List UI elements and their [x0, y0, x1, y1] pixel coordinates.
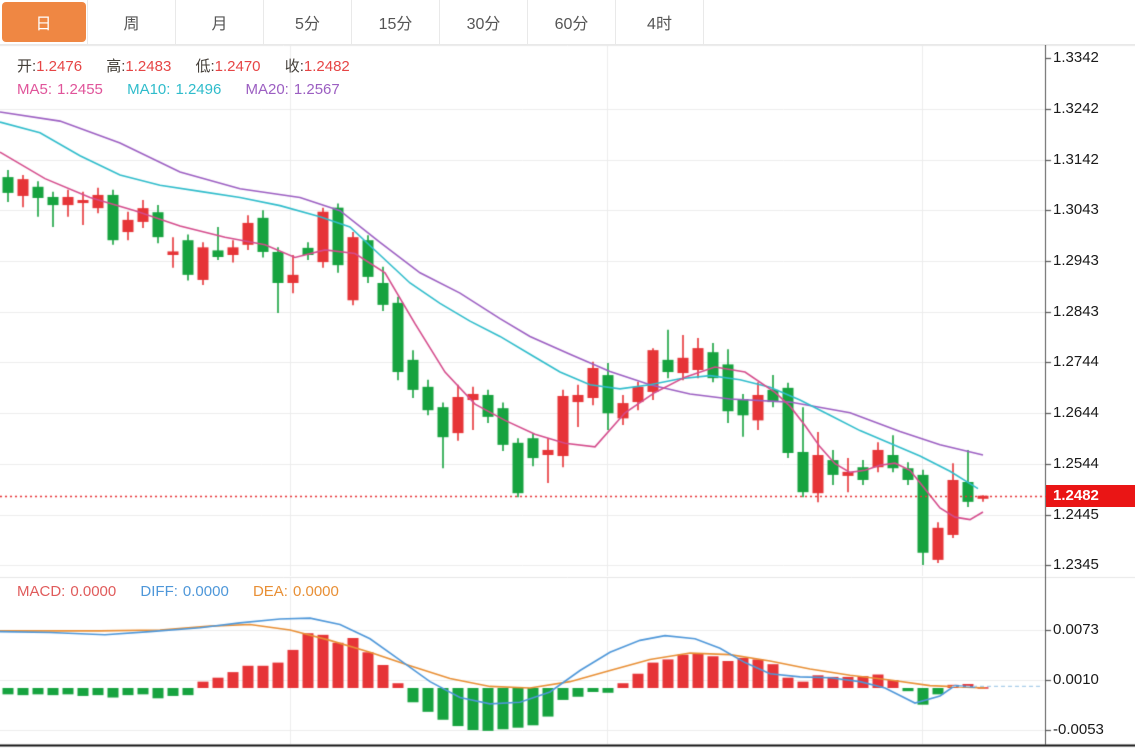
tab-day-label: 日: [1, 2, 86, 42]
tab-4hour-label: 4时: [647, 16, 672, 33]
tab-30min[interactable]: 30分: [440, 0, 528, 44]
tab-60min-label: 60分: [554, 16, 589, 33]
macd-legend: MACD: 0.0000 DIFF: 0.0000 DEA: 0.0000: [17, 583, 339, 600]
macd-value: 0.0000: [70, 583, 117, 600]
price-tick-label: 1.2544: [1053, 455, 1099, 473]
low-value: 1.2470: [214, 58, 261, 75]
tab-5min[interactable]: 5分: [264, 0, 352, 44]
price-tick-label: 1.3342: [1053, 49, 1099, 66]
tab-month[interactable]: 月: [176, 0, 264, 44]
macd-label: MACD:: [17, 583, 66, 600]
tab-week-label: 周: [123, 16, 140, 33]
ma-legend: MA5: 1.2455 MA10: 1.2496 MA20: 1.2567: [17, 81, 340, 98]
ma20-label: MA20:: [245, 81, 289, 98]
macd-tick-label: -0.0053: [1053, 721, 1104, 739]
interval-tab-bar: 日 周 月 5分 15分 30分 60分 4时: [0, 0, 1135, 45]
ma5-label: MA5:: [17, 81, 53, 98]
price-tick-label: 1.2345: [1053, 556, 1099, 574]
diff-value: 0.0000: [182, 583, 229, 600]
tab-30min-label: 30分: [466, 16, 501, 33]
diff-label: DIFF:: [140, 583, 178, 600]
price-tick-label: 1.3142: [1053, 150, 1099, 168]
tab-15min-label: 15分: [378, 16, 413, 33]
price-tick-label: 1.2644: [1053, 404, 1099, 422]
close-value: 1.2482: [303, 58, 350, 75]
price-tick-label: 1.2943: [1053, 252, 1099, 270]
tab-week[interactable]: 周: [88, 0, 176, 44]
ohlc-legend: 开:1.2476 高:1.2483 低:1.2470 收:1.2482: [17, 55, 350, 76]
tab-5min-label: 5分: [295, 16, 320, 33]
price-tick-label: 1.3242: [1053, 99, 1099, 117]
tab-4hour[interactable]: 4时: [616, 0, 704, 44]
price-tick-label: 1.3043: [1053, 201, 1099, 219]
ma5-value: 1.2455: [57, 81, 103, 98]
macd-tick-label: 0.0073: [1053, 621, 1099, 639]
dea-value: 0.0000: [292, 583, 339, 600]
tab-month-label: 月: [211, 16, 228, 33]
price-tick-label: 1.2744: [1053, 353, 1099, 371]
high-value: 1.2483: [125, 58, 172, 75]
close-label: 收:: [284, 58, 304, 75]
price-tick-label: 1.2843: [1053, 302, 1099, 320]
tab-15min[interactable]: 15分: [352, 0, 440, 44]
tab-day[interactable]: 日: [0, 0, 88, 44]
open-label: 开:: [17, 58, 37, 75]
high-label: 高:: [106, 58, 126, 75]
open-value: 1.2476: [36, 58, 83, 75]
ma10-value: 1.2496: [175, 81, 222, 98]
ma20-value: 1.2567: [293, 81, 340, 98]
ma10-label: MA10:: [127, 81, 171, 98]
price-tick-label: 1.2445: [1053, 505, 1099, 523]
current-price-badge: 1.2482: [1046, 485, 1135, 507]
tab-60min[interactable]: 60分: [528, 0, 616, 44]
dea-label: DEA:: [252, 583, 288, 600]
macd-tick-label: 0.0010: [1053, 671, 1099, 689]
low-label: 低:: [195, 58, 215, 75]
